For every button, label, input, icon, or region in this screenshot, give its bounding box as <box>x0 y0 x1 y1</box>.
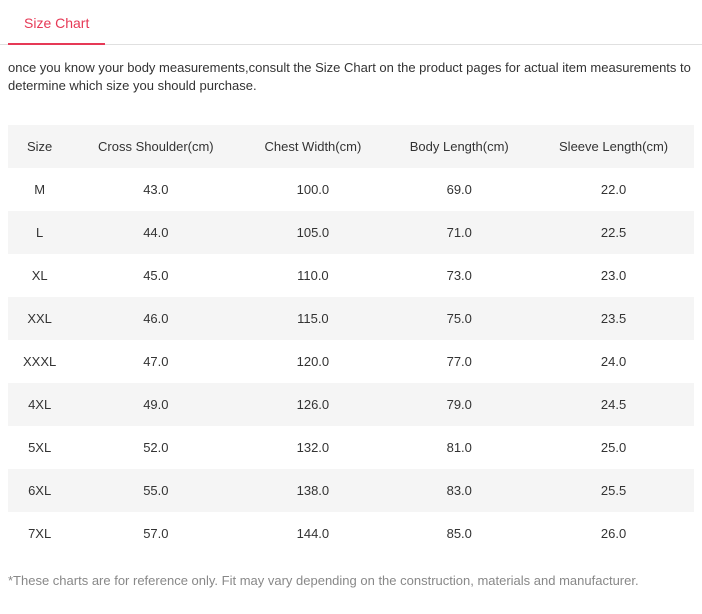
col-body-length: Body Length(cm) <box>385 125 533 168</box>
table-cell: 47.0 <box>71 340 240 383</box>
table-cell: 71.0 <box>385 211 533 254</box>
table-cell: 44.0 <box>71 211 240 254</box>
table-cell: 22.5 <box>533 211 694 254</box>
table-row: L44.0105.071.022.5 <box>8 211 694 254</box>
table-cell: 49.0 <box>71 383 240 426</box>
table-cell: 23.5 <box>533 297 694 340</box>
size-table-container: Size Cross Shoulder(cm) Chest Width(cm) … <box>0 125 702 555</box>
table-cell: 25.5 <box>533 469 694 512</box>
table-cell: L <box>8 211 71 254</box>
table-cell: 85.0 <box>385 512 533 555</box>
table-cell: 75.0 <box>385 297 533 340</box>
table-cell: 110.0 <box>240 254 385 297</box>
table-row: 4XL49.0126.079.024.5 <box>8 383 694 426</box>
table-cell: 24.5 <box>533 383 694 426</box>
table-cell: 73.0 <box>385 254 533 297</box>
table-cell: 24.0 <box>533 340 694 383</box>
table-cell: 69.0 <box>385 168 533 211</box>
table-row: XL45.0110.073.023.0 <box>8 254 694 297</box>
table-cell: 105.0 <box>240 211 385 254</box>
table-cell: 115.0 <box>240 297 385 340</box>
table-cell: 26.0 <box>533 512 694 555</box>
table-cell: 4XL <box>8 383 71 426</box>
table-cell: 5XL <box>8 426 71 469</box>
table-row: M43.0100.069.022.0 <box>8 168 694 211</box>
table-cell: 132.0 <box>240 426 385 469</box>
table-cell: XL <box>8 254 71 297</box>
table-cell: 23.0 <box>533 254 694 297</box>
table-cell: 138.0 <box>240 469 385 512</box>
table-cell: 22.0 <box>533 168 694 211</box>
table-cell: 77.0 <box>385 340 533 383</box>
table-cell: 52.0 <box>71 426 240 469</box>
table-row: 7XL57.0144.085.026.0 <box>8 512 694 555</box>
tab-bar: Size Chart <box>0 0 702 45</box>
footnote-text: *These charts are for reference only. Fi… <box>0 555 702 596</box>
table-header-row: Size Cross Shoulder(cm) Chest Width(cm) … <box>8 125 694 168</box>
table-cell: 126.0 <box>240 383 385 426</box>
col-cross-shoulder: Cross Shoulder(cm) <box>71 125 240 168</box>
table-cell: 83.0 <box>385 469 533 512</box>
table-cell: 6XL <box>8 469 71 512</box>
table-cell: 100.0 <box>240 168 385 211</box>
table-cell: 45.0 <box>71 254 240 297</box>
table-cell: 144.0 <box>240 512 385 555</box>
table-row: 5XL52.0132.081.025.0 <box>8 426 694 469</box>
table-row: 6XL55.0138.083.025.5 <box>8 469 694 512</box>
table-cell: M <box>8 168 71 211</box>
table-cell: 7XL <box>8 512 71 555</box>
table-row: XXL46.0115.075.023.5 <box>8 297 694 340</box>
table-cell: 81.0 <box>385 426 533 469</box>
table-cell: 46.0 <box>71 297 240 340</box>
table-row: XXXL47.0120.077.024.0 <box>8 340 694 383</box>
col-size: Size <box>8 125 71 168</box>
table-cell: 25.0 <box>533 426 694 469</box>
size-table: Size Cross Shoulder(cm) Chest Width(cm) … <box>8 125 694 555</box>
col-chest-width: Chest Width(cm) <box>240 125 385 168</box>
table-cell: 120.0 <box>240 340 385 383</box>
tab-size-chart[interactable]: Size Chart <box>8 1 105 45</box>
table-cell: XXXL <box>8 340 71 383</box>
table-cell: 43.0 <box>71 168 240 211</box>
table-cell: 55.0 <box>71 469 240 512</box>
description-text: once you know your body measurements,con… <box>0 45 702 105</box>
table-cell: 79.0 <box>385 383 533 426</box>
table-cell: 57.0 <box>71 512 240 555</box>
table-cell: XXL <box>8 297 71 340</box>
col-sleeve-length: Sleeve Length(cm) <box>533 125 694 168</box>
